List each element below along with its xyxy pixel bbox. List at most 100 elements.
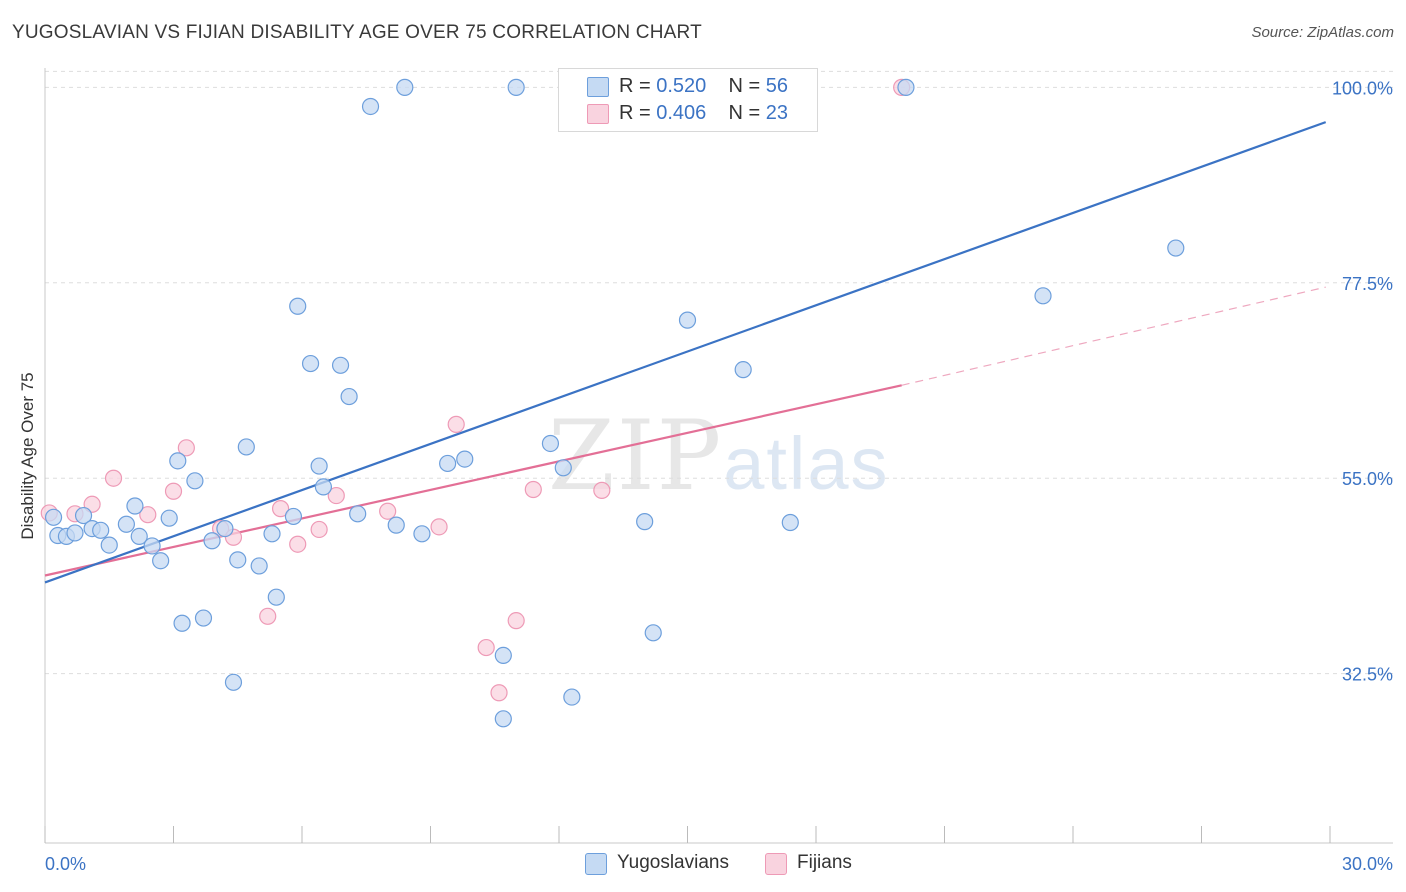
yugoslavians-point <box>186 472 204 490</box>
x-tick-label: 0.0% <box>45 854 86 874</box>
source-label: Source: ZipAtlas.com <box>1251 24 1394 41</box>
watermark: ZIPatlas <box>548 400 890 512</box>
r-value: 0.406 <box>656 102 707 124</box>
yugoslavians-point <box>216 519 234 538</box>
yugoslavians-point <box>678 311 697 329</box>
axis-labels: 32.5% 55.0% 77.5% 100.0% 0.0% 30.0% Disability… <box>18 78 1393 874</box>
fijians-point <box>139 506 157 524</box>
yugoslavians-point <box>554 459 572 477</box>
fijians-point <box>310 520 328 539</box>
y-tick-label: 100.0% <box>1332 78 1393 98</box>
yugoslavians-point <box>74 506 93 525</box>
fijians-point <box>490 684 508 702</box>
yugoslavians-point <box>237 438 255 456</box>
fijians-point <box>177 439 195 457</box>
yugoslavians-point <box>229 551 247 569</box>
fijians-point <box>477 638 495 657</box>
n-label: N = <box>728 102 761 124</box>
axes <box>44 68 1393 844</box>
n-value: 23 <box>765 102 789 124</box>
grid-lines <box>45 70 1395 675</box>
yugoslavians-point <box>387 516 405 534</box>
yugoslavians-point <box>126 497 144 515</box>
yugoslavians-point <box>92 521 110 539</box>
yugoslavians-point <box>507 78 525 96</box>
yugoslavians-point <box>284 507 303 526</box>
yugoslavians-point <box>494 646 512 664</box>
chart-title: YUGOSLAVIAN VS FIJIAN DISABILITY AGE OVE… <box>12 22 702 43</box>
fijians-point <box>271 500 290 518</box>
yugoslavians-point <box>314 478 333 496</box>
yugoslavians-point <box>781 513 799 532</box>
yugoslavians-point <box>897 78 915 96</box>
fijians-trend-extension <box>901 286 1326 386</box>
n-value: 56 <box>765 75 789 97</box>
y-tick-label: 32.5% <box>1342 665 1393 685</box>
yugoslavians-point <box>1034 287 1052 305</box>
trend-lines <box>44 121 1327 584</box>
yugoslavians-point <box>361 97 380 116</box>
yugoslavians-point <box>636 513 654 531</box>
yugoslavians-point <box>349 505 367 523</box>
fijians-point <box>507 612 525 630</box>
fijians-point <box>430 518 448 536</box>
x-tick-label: 30.0% <box>1342 854 1393 874</box>
fijians-point <box>104 469 123 487</box>
y-tick-label: 55.0% <box>1342 469 1393 489</box>
r-value: 0.520 <box>656 75 707 97</box>
r-label: R = <box>619 102 651 124</box>
legend-text: R = 0.406 N = 23 <box>619 102 788 125</box>
data-points <box>40 78 1185 728</box>
yugoslavians-point <box>224 673 243 691</box>
r-label: R = <box>619 75 651 97</box>
legend-swatch-blue <box>587 77 609 97</box>
fijians-point <box>447 415 465 433</box>
yugoslavians-point <box>203 532 221 550</box>
legend-swatch-pink <box>587 104 609 124</box>
yugoslavians-point <box>117 515 135 533</box>
watermark-main: ZIP <box>548 400 724 512</box>
watermark-sub: atlas <box>723 422 890 505</box>
yugoslavians-point <box>396 78 414 96</box>
yugoslavians-point <box>494 710 512 728</box>
yugoslavians-point <box>1167 239 1185 257</box>
yugoslavians-point <box>310 457 328 475</box>
fijians-point <box>83 495 101 513</box>
yugoslavians-point <box>644 624 662 642</box>
yugoslavians-point <box>331 356 350 374</box>
yugoslavians-point <box>541 434 560 453</box>
yugoslavians-point <box>143 537 161 555</box>
yugoslavians-point <box>152 552 170 570</box>
yugoslavians-point <box>456 450 474 468</box>
fijians-point <box>379 502 397 520</box>
fijians-point <box>327 486 345 505</box>
y-axis-title: Disability Age Over 75 <box>18 372 37 539</box>
fijians-point <box>593 481 611 499</box>
yugoslavians-point <box>263 525 281 543</box>
yugoslavians-point <box>173 614 191 632</box>
yugoslavians-point <box>44 508 63 526</box>
yugoslavians-point <box>66 524 84 542</box>
legend-label: Fijians <box>797 852 852 873</box>
yugoslavians-point <box>301 354 320 373</box>
fijians-point <box>524 480 542 499</box>
yugoslavians-point <box>160 509 178 527</box>
yugoslavians-point <box>194 609 213 627</box>
yugoslavians-trend-line <box>44 121 1327 584</box>
fijians-point <box>164 482 183 500</box>
legend-text: R = 0.520 N = 56 <box>619 75 788 98</box>
legend-label: Yugoslavians <box>617 852 729 873</box>
fijians-point <box>289 535 307 553</box>
yugoslavians-point <box>130 527 148 546</box>
yugoslavians-point <box>169 452 187 470</box>
legend-swatch-pink <box>765 853 787 875</box>
yugoslavians-point <box>267 588 285 606</box>
y-tick-label: 77.5% <box>1342 274 1393 294</box>
fijians-trend-line <box>44 384 902 577</box>
yugoslavians-point <box>250 557 268 575</box>
fijians-point <box>259 607 277 625</box>
yugoslavians-point <box>289 297 307 315</box>
yugoslavians-point <box>563 688 581 706</box>
yugoslavians-point <box>439 454 457 473</box>
